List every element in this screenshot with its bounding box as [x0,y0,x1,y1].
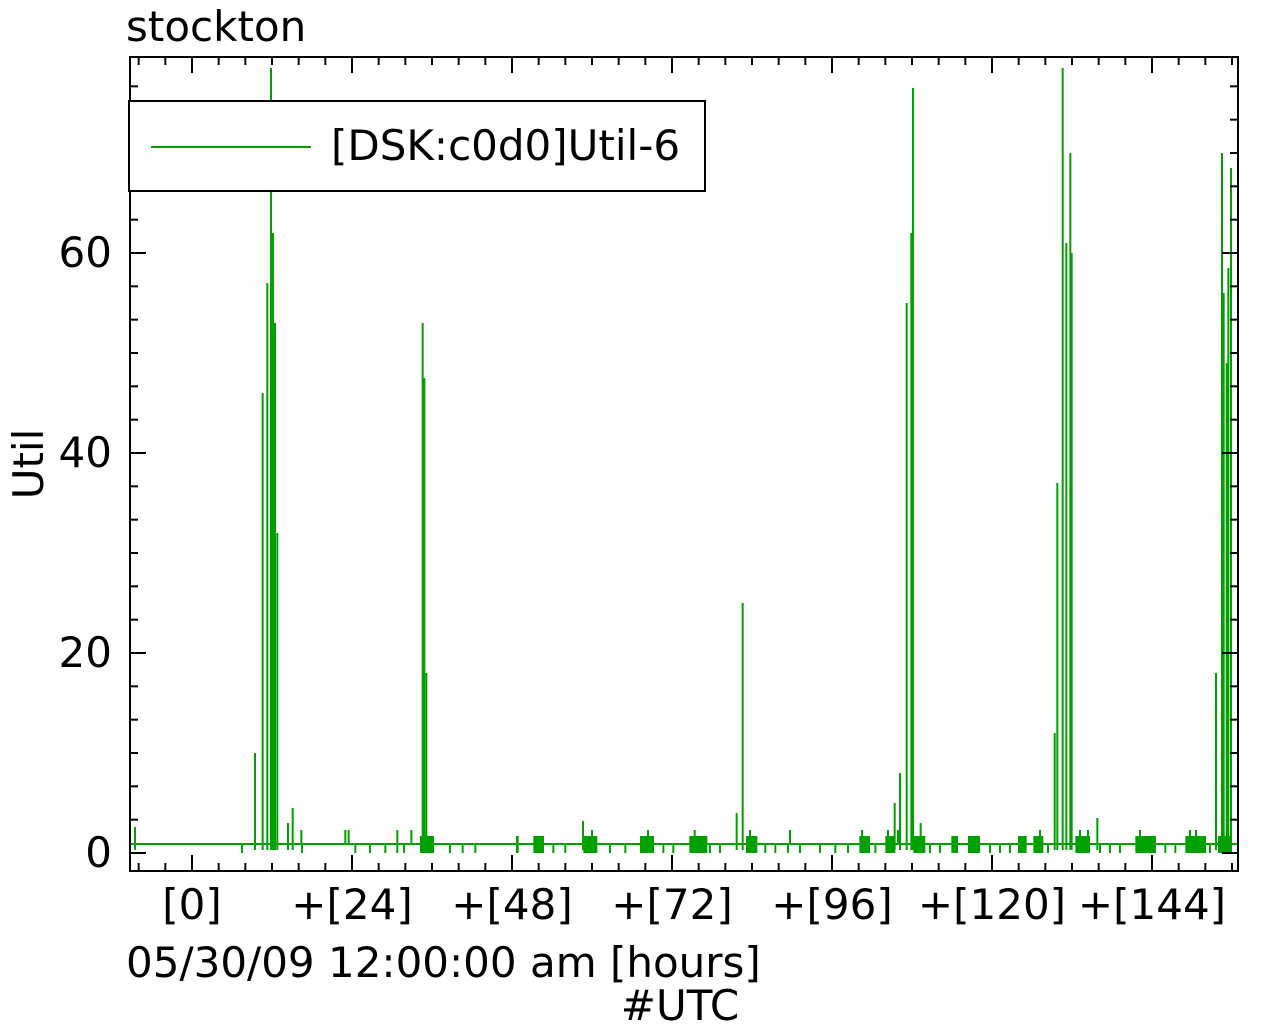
plot-rect [516,836,519,853]
y-tick-label: 0 [85,828,112,877]
plot-rect [746,836,758,853]
y-tick-label: 20 [58,628,112,677]
y-tick-label: 60 [58,228,112,277]
plot-rect [1218,836,1233,853]
x-tick-label: +[144] [1077,880,1227,929]
x-tick-label: +[24] [291,880,413,929]
x-axis-date-label: 05/30/09 12:00:00 am [hours] [126,938,761,987]
plot-rect [640,836,655,853]
plot-rect [1135,836,1157,853]
legend: [DSK:c0d0]Util-6 [128,100,706,192]
plot-rect [689,836,708,853]
plot-rect [1033,836,1044,853]
x-tick-label: +[72] [611,880,733,929]
plot-rect [129,56,1239,872]
legend-series-label: [DSK:c0d0]Util-6 [331,121,681,170]
chart-title: stockton [126,2,307,51]
plot-rect [913,836,926,853]
x-axis-utc-label: #UTC [620,981,740,1030]
x-tick-label: +[96] [771,880,893,929]
plot-rect [1018,836,1027,853]
y-tick-label: 40 [58,428,112,477]
plot-rect [859,836,871,853]
plot-rect [885,836,896,853]
x-tick-label: +[48] [451,880,573,929]
plot-rect [533,836,545,853]
legend-line-sample [151,146,311,148]
plot-rect [951,836,959,853]
plot-rect [968,836,981,853]
x-tick-label: [0] [162,880,222,929]
x-tick-label: +[120] [917,880,1067,929]
plot-rect [583,836,598,853]
